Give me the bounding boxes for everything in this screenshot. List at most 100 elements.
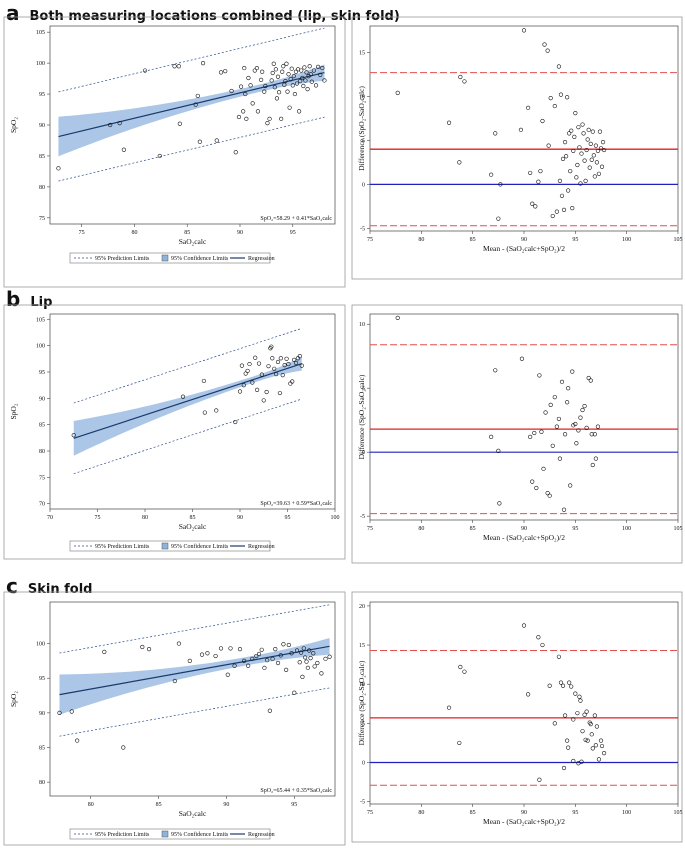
a_bland_altman-data-point — [566, 188, 571, 193]
a_bland_altman-data-point — [598, 146, 604, 151]
b_regression-data-point — [253, 355, 258, 360]
a_regression-ytick-label: 105 — [36, 30, 45, 36]
b_regression-ytick-label: 95 — [39, 370, 45, 376]
a_regression-data-point — [322, 78, 327, 83]
c_bland_altman-data-point — [566, 745, 571, 750]
a_bland_altman-data-point — [587, 165, 592, 170]
c_bland_altman-frame — [351, 591, 683, 843]
c_bland_altman-data-point — [571, 717, 576, 722]
panel-a-heading: a Both measuring locations combined (lip,… — [6, 1, 400, 25]
b_regression-legend-confidence-label: 95% Confidence Limits — [171, 543, 229, 550]
a_bland_altman-plot-area — [369, 25, 679, 232]
a_bland_altman-data-point — [596, 171, 602, 176]
b_regression-data-point — [286, 361, 291, 367]
a_bland_altman-data-point — [590, 129, 595, 134]
a_bland_altman-data-point — [589, 157, 594, 162]
a_regression-data-point — [291, 74, 296, 79]
a_regression-ytick-label: 75 — [39, 216, 45, 222]
a_regression-data-point — [263, 83, 268, 89]
a_bland_altman-data-point — [580, 122, 585, 127]
c_regression-data-point — [213, 653, 218, 659]
c_regression-data-point — [303, 655, 308, 660]
b_bland_altman-data-point — [496, 448, 501, 454]
a_regression-ytick-label: 95 — [39, 92, 45, 98]
a_bland_altman-data-point — [530, 201, 535, 206]
a_regression-xtick-label: 85 — [184, 230, 190, 236]
a_bland_altman-ytick-label: 10 — [359, 94, 365, 100]
c_regression-data-point — [102, 649, 107, 654]
a_regression-xtick-label: 80 — [131, 230, 137, 236]
a_bland_altman-xtick-label: 85 — [470, 237, 476, 243]
a_bland_altman-xtick-label: 90 — [521, 237, 527, 243]
b_bland_altman-xtick-label: 75 — [367, 526, 373, 532]
b_bland_altman-data-point — [593, 456, 598, 461]
a_bland_altman-data-point — [600, 140, 606, 145]
a_bland_altman-data-point — [592, 174, 597, 179]
b_regression-data-point — [266, 364, 271, 369]
c_regression-lower-prediction-limit — [59, 687, 330, 737]
a_bland_altman-data-point — [588, 141, 593, 146]
c_bland_altman-data-point — [599, 743, 605, 749]
c_regression-data-point — [275, 660, 281, 666]
b_regression-xtick-label: 80 — [142, 515, 148, 521]
a_regression-data-point — [274, 96, 280, 101]
a_regression-data-point — [117, 121, 122, 126]
a_regression-data-point — [236, 114, 242, 120]
b_bland_altman-ytick-label: 10 — [359, 322, 365, 328]
b_bland_altman-data-point — [519, 356, 525, 361]
a_regression-data-point — [276, 90, 282, 95]
b_bland_altman-ytick-label: -5 — [360, 514, 365, 520]
a_regression-legend-confidence-swatch — [161, 254, 169, 262]
a_regression-data-point — [290, 83, 295, 88]
a_regression-data-point — [265, 121, 270, 126]
b_regression-ytick-label: 85 — [39, 423, 45, 429]
a_regression-regression-line — [58, 72, 325, 138]
b_regression-ytick-label: 70 — [39, 502, 45, 508]
a_bland_altman-data-point — [597, 129, 603, 134]
a_regression-data-point — [270, 70, 275, 76]
a_bland_altman-data-point — [446, 120, 452, 125]
a_regression-data-point — [218, 70, 224, 75]
c_regression-data-point — [292, 690, 297, 695]
b_regression-legend-box — [69, 540, 271, 552]
b_bland_altman-data-point — [489, 434, 494, 439]
a_regression-data-point — [200, 61, 206, 66]
b_regression-data-point — [237, 389, 243, 394]
a_regression-data-point — [272, 85, 277, 90]
a_bland_altman-data-point — [573, 111, 578, 116]
a_regression-data-point — [121, 147, 126, 152]
a_bland_altman-data-point — [572, 134, 577, 139]
b_regression-data-point — [202, 410, 207, 415]
a_bland_altman-data-point — [581, 131, 586, 136]
a_bland_altman-data-point — [569, 128, 574, 133]
c_regression-data-point — [300, 674, 305, 679]
c_regression-data-point — [176, 641, 182, 646]
c_regression-legend-regression-label: Regression — [248, 832, 275, 838]
b_regression-data-point — [282, 363, 287, 368]
b_regression-data-point — [278, 356, 283, 361]
b_bland_altman-data-point — [576, 428, 581, 433]
c_regression-data-point — [307, 648, 312, 653]
a_regression-data-point — [292, 91, 297, 97]
b_bland_altman-data-point — [528, 434, 533, 439]
c_regression-data-point — [205, 651, 210, 656]
a_bland_altman-xtick-label: 80 — [418, 237, 424, 243]
a_regression-data-point — [233, 150, 238, 155]
a_bland_altman-data-point — [498, 182, 503, 187]
b_regression-data-point — [274, 371, 279, 377]
b_bland_altman-data-point — [588, 378, 593, 383]
a_bland_altman-data-point — [548, 96, 553, 101]
a_bland_altman-data-point — [545, 48, 550, 53]
b_regression-data-point — [239, 363, 244, 368]
b_regression-data-point — [180, 394, 186, 399]
c_regression-data-point — [172, 678, 177, 684]
c_bland_altman-xtick-label: 75 — [367, 810, 373, 816]
a_regression-data-point — [248, 83, 253, 88]
b_regression-data-point — [292, 357, 297, 362]
c_regression-data-point — [286, 642, 291, 648]
c_bland_altman-data-point — [589, 732, 594, 737]
b_bland_altman-data-point — [497, 501, 502, 506]
a_regression-data-point — [273, 67, 278, 72]
a_regression-data-point — [193, 102, 198, 107]
b_regression-data-point — [280, 373, 285, 378]
